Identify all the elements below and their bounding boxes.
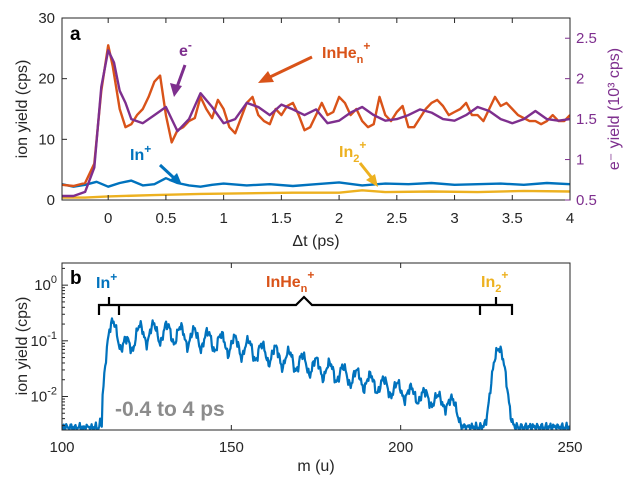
right-y-tick-label: 1.5 bbox=[576, 111, 597, 128]
bracket-label-inhen-sup: + bbox=[307, 268, 314, 282]
bracket-label-inhen: InHen+ bbox=[266, 268, 314, 295]
annotation-electron: e- bbox=[179, 38, 192, 60]
y-tick-label: 10-1 bbox=[31, 330, 57, 350]
bracket-label-in2-sup: + bbox=[501, 268, 508, 282]
annotation-inhen-sub: n bbox=[357, 54, 364, 66]
panel-a-right-y-ticks: 0.5 1 1.5 2 2.5 bbox=[565, 30, 597, 209]
panel-a-y-axis-label: ion yield (cps) bbox=[14, 60, 31, 159]
in-arrow-shaft bbox=[158, 163, 176, 180]
x-tick-label: 200 bbox=[388, 439, 413, 456]
y-tick-label: 10-2 bbox=[31, 385, 57, 405]
annotation-in2: In2+ bbox=[339, 138, 366, 165]
x-tick-label: 2.5 bbox=[386, 210, 407, 227]
x-tick-label: 250 bbox=[557, 439, 582, 456]
time-range-annotation: -0.4 to 4 ps bbox=[115, 398, 225, 421]
panel-a-label: a bbox=[70, 24, 81, 45]
bracket-label-in-base: In bbox=[96, 275, 110, 292]
x-tick-label: 0.5 bbox=[155, 210, 176, 227]
right-y-tick-label: 1 bbox=[576, 152, 584, 169]
right-y-tick-label: 0.5 bbox=[576, 192, 597, 209]
in2-arrow-head bbox=[366, 174, 378, 187]
bracket-label-in2-base: In bbox=[481, 274, 495, 291]
y-tick-label: 20 bbox=[38, 71, 55, 88]
electron-arrow-shaft bbox=[175, 64, 187, 88]
annotation-inhen-base: InHe bbox=[322, 45, 357, 62]
bracket-label-in2: In2+ bbox=[481, 268, 508, 295]
panel-b-x-axis-label: m (u) bbox=[297, 458, 334, 475]
bracket-label-in: In+ bbox=[96, 270, 117, 292]
bracket-label-in-sup: + bbox=[110, 270, 117, 284]
in2-arrow-shaft bbox=[358, 162, 374, 179]
y-tick-label: 30 bbox=[38, 10, 55, 27]
x-tick-label: 3 bbox=[450, 210, 458, 227]
inhen-arrow-shaft bbox=[269, 55, 313, 79]
panel-a-frame bbox=[61, 17, 571, 201]
right-y-tick-label: 2.5 bbox=[576, 30, 597, 47]
annotation-in-sup: + bbox=[144, 142, 151, 156]
series-line-in2 bbox=[62, 189, 570, 199]
bracket-label-inhen-sub: n bbox=[301, 283, 308, 295]
x-tick-label: 4 bbox=[566, 210, 574, 227]
annotation-in2-sup: + bbox=[359, 138, 366, 152]
right-y-tick-label: 2 bbox=[576, 71, 584, 88]
panel-b: 100 150 200 250 100 10-1 10-2 b m (u) ion yie… bbox=[14, 262, 583, 475]
bracket-label-inhen-base: InHe bbox=[266, 274, 301, 291]
y-tick-label: 0 bbox=[47, 192, 55, 209]
series-line-mass-spectrum bbox=[62, 317, 570, 430]
annotation-electron-base: e bbox=[179, 43, 188, 60]
x-tick-label: 0 bbox=[104, 210, 112, 227]
annotation-in2-sub: 2 bbox=[353, 153, 359, 165]
mass-bracket bbox=[97, 295, 514, 315]
x-tick-label: 100 bbox=[49, 439, 74, 456]
x-tick-label: 3.5 bbox=[502, 210, 523, 227]
series-line-electron bbox=[62, 49, 570, 198]
panel-b-label: b bbox=[70, 268, 82, 289]
panel-a-x-ticks: 0 0.5 1 1.5 2 2.5 3 3.5 4 bbox=[104, 18, 574, 227]
x-tick-label: 150 bbox=[219, 439, 244, 456]
in-arrow-head bbox=[169, 173, 182, 185]
panel-a-y-ticks: 0 10 20 30 bbox=[38, 10, 67, 209]
annotation-in2-base: In bbox=[339, 144, 353, 161]
panel-a-series bbox=[62, 44, 570, 199]
panel-a-right-y-axis-label: e⁻ yield (10³ cps) bbox=[606, 48, 623, 170]
y-tick-label: 10 bbox=[38, 131, 55, 148]
panel-b-x-ticks: 100 150 200 250 bbox=[49, 263, 583, 456]
y-tick-label: 100 bbox=[34, 274, 57, 294]
annotation-inhen-sup: + bbox=[363, 39, 370, 53]
panel-b-series bbox=[62, 317, 570, 430]
panel-a-x-axis-label: Δt (ps) bbox=[292, 233, 339, 250]
inhen-arrow-head bbox=[258, 71, 274, 83]
bracket-label-in2-sub: 2 bbox=[495, 283, 501, 295]
annotation-inhen: InHen+ bbox=[322, 39, 370, 66]
x-tick-label: 1 bbox=[219, 210, 227, 227]
annotation-in: In+ bbox=[130, 142, 151, 164]
annotation-electron-sup: - bbox=[188, 38, 192, 52]
electron-arrow-head bbox=[170, 83, 182, 97]
panel-b-y-ticks: 100 10-1 10-2 bbox=[31, 267, 68, 427]
x-tick-label: 1.5 bbox=[271, 210, 292, 227]
x-tick-label: 2 bbox=[335, 210, 343, 227]
panel-b-y-axis-label: ion yield (cps) bbox=[14, 297, 31, 396]
annotation-in-base: In bbox=[130, 147, 144, 164]
series-line-in bbox=[62, 176, 570, 188]
